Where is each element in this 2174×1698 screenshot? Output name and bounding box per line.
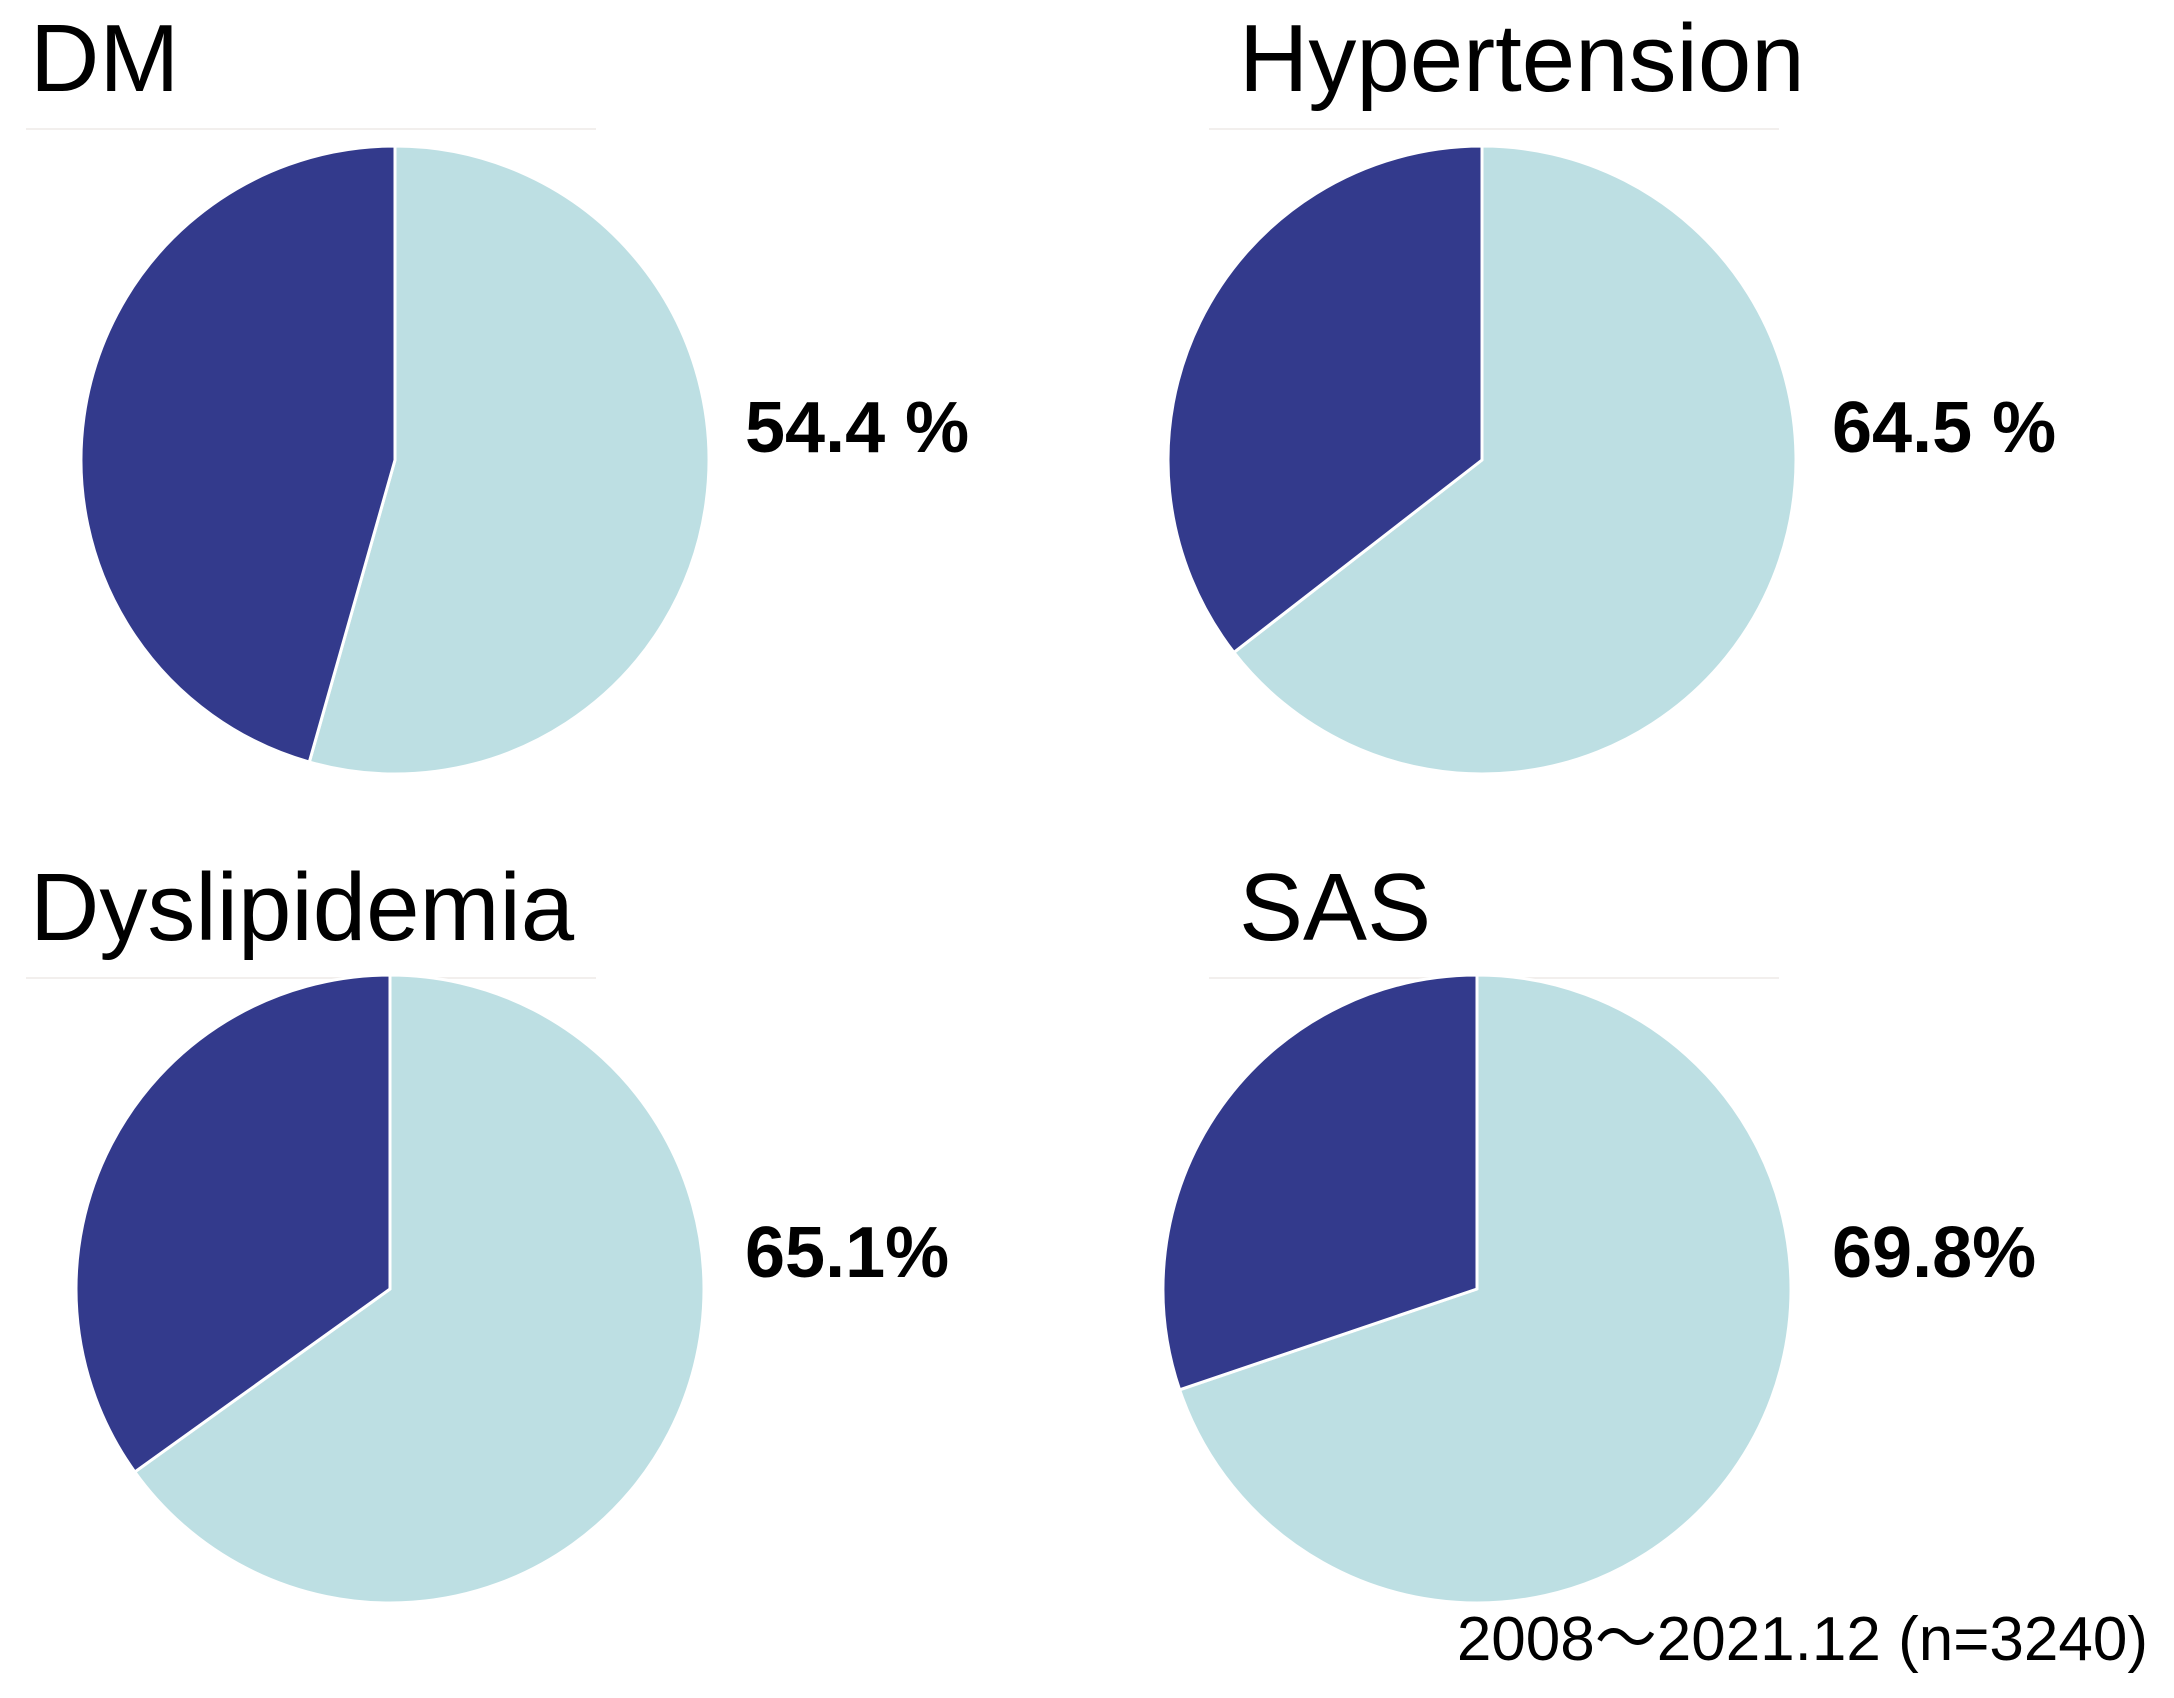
percent-label: 65.1% [745,1213,950,1293]
panel-dyslipidemia: Dyslipidemia 65.1% [0,849,1087,1698]
percent-label: 54.4 % [745,388,970,468]
percent-label: 69.8% [1832,1213,2037,1293]
pie-chart [79,144,711,776]
chart-title: SAS [1239,854,1432,961]
pie-slice [1161,973,1479,1392]
pie-chart [1161,973,1793,1605]
panel-hypertension: Hypertension 64.5 % [1087,0,2174,849]
percent-label: 64.5 % [1832,388,2057,468]
title-underline [26,128,596,130]
pie-slice [1166,144,1484,654]
pie-slice [307,144,711,776]
chart-title: DM [30,5,180,112]
panel-dm: DM 54.4 % [0,0,1087,849]
chart-title: Hypertension [1239,5,1805,112]
pie-slice [1178,973,1793,1605]
pie-slice [133,973,706,1605]
title-underline [26,977,596,979]
pie-chart [74,973,706,1605]
pie-slice [1232,144,1798,776]
pie-slice [79,144,397,764]
chart-title: Dyslipidemia [30,854,575,961]
pie-chart [1166,144,1798,776]
title-underline [1209,128,1779,130]
panel-sas: SAS 69.8% [1087,849,2174,1698]
pie-slice [74,973,392,1474]
footnote: 2008～2021.12 (n=3240) [1456,1605,2148,1674]
